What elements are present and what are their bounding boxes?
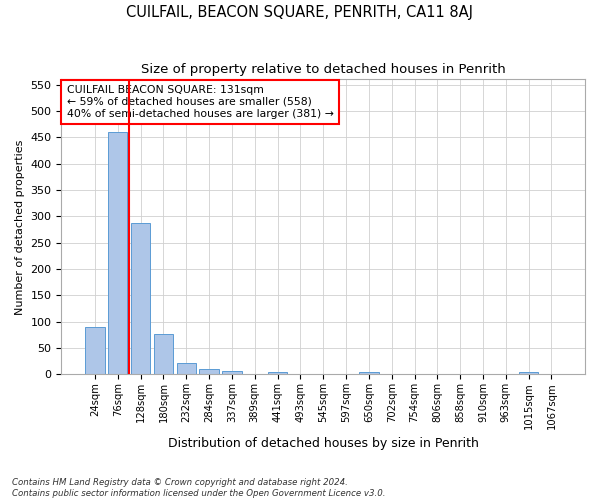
Text: Contains HM Land Registry data © Crown copyright and database right 2024.
Contai: Contains HM Land Registry data © Crown c…	[12, 478, 386, 498]
Text: CUILFAIL BEACON SQUARE: 131sqm
← 59% of detached houses are smaller (558)
40% of: CUILFAIL BEACON SQUARE: 131sqm ← 59% of …	[67, 86, 334, 118]
Bar	[108, 132, 127, 374]
Bar	[222, 371, 242, 374]
Bar	[131, 223, 150, 374]
Bar	[154, 334, 173, 374]
X-axis label: Distribution of detached houses by size in Penrith: Distribution of detached houses by size …	[168, 437, 479, 450]
Title: Size of property relative to detached houses in Penrith: Size of property relative to detached ho…	[141, 62, 506, 76]
Bar	[176, 363, 196, 374]
Bar	[268, 372, 287, 374]
Text: CUILFAIL, BEACON SQUARE, PENRITH, CA11 8AJ: CUILFAIL, BEACON SQUARE, PENRITH, CA11 8…	[127, 5, 473, 20]
Bar	[85, 327, 104, 374]
Bar	[359, 372, 379, 374]
Y-axis label: Number of detached properties: Number of detached properties	[15, 139, 25, 314]
Bar	[519, 372, 538, 374]
Bar	[199, 369, 219, 374]
